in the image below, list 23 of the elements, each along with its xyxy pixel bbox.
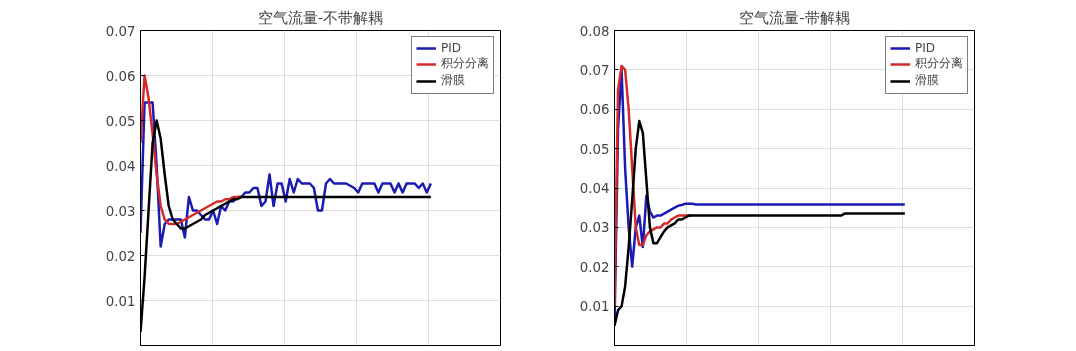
y-tick-label: 0.08	[579, 23, 610, 39]
legend-label: 滑膜	[915, 72, 939, 89]
legend-label: 积分分离	[441, 55, 489, 72]
y-tick-label: 0.05	[579, 141, 610, 157]
legend-label: PID	[441, 41, 462, 55]
y-tick-label: 0.03	[579, 220, 610, 236]
y-tick-label: 0.04	[579, 181, 610, 196]
y-tick-label: 0.01	[105, 293, 136, 309]
y-tick-label: 0.04	[105, 158, 136, 174]
y-tick-label: 0.02	[579, 259, 610, 275]
chart-title: 空气流量-不带解耦	[257, 8, 384, 26]
legend-label: PID	[915, 41, 936, 55]
y-tick-label: 0.07	[105, 23, 136, 39]
y-tick-label: 0.06	[579, 102, 610, 118]
y-tick-label: 0.07	[579, 62, 610, 78]
y-tick-label: 0.06	[105, 68, 136, 84]
y-tick-label: 0.02	[105, 248, 136, 264]
y-tick-label: 0.05	[105, 113, 136, 129]
legend-label: 积分分离	[915, 55, 963, 72]
legend-label: 滑膜	[441, 72, 465, 89]
chart-title: 空气流量-带解耦	[739, 8, 850, 26]
y-tick-label: 0.03	[105, 203, 136, 219]
y-tick-label: 0.01	[579, 299, 610, 315]
